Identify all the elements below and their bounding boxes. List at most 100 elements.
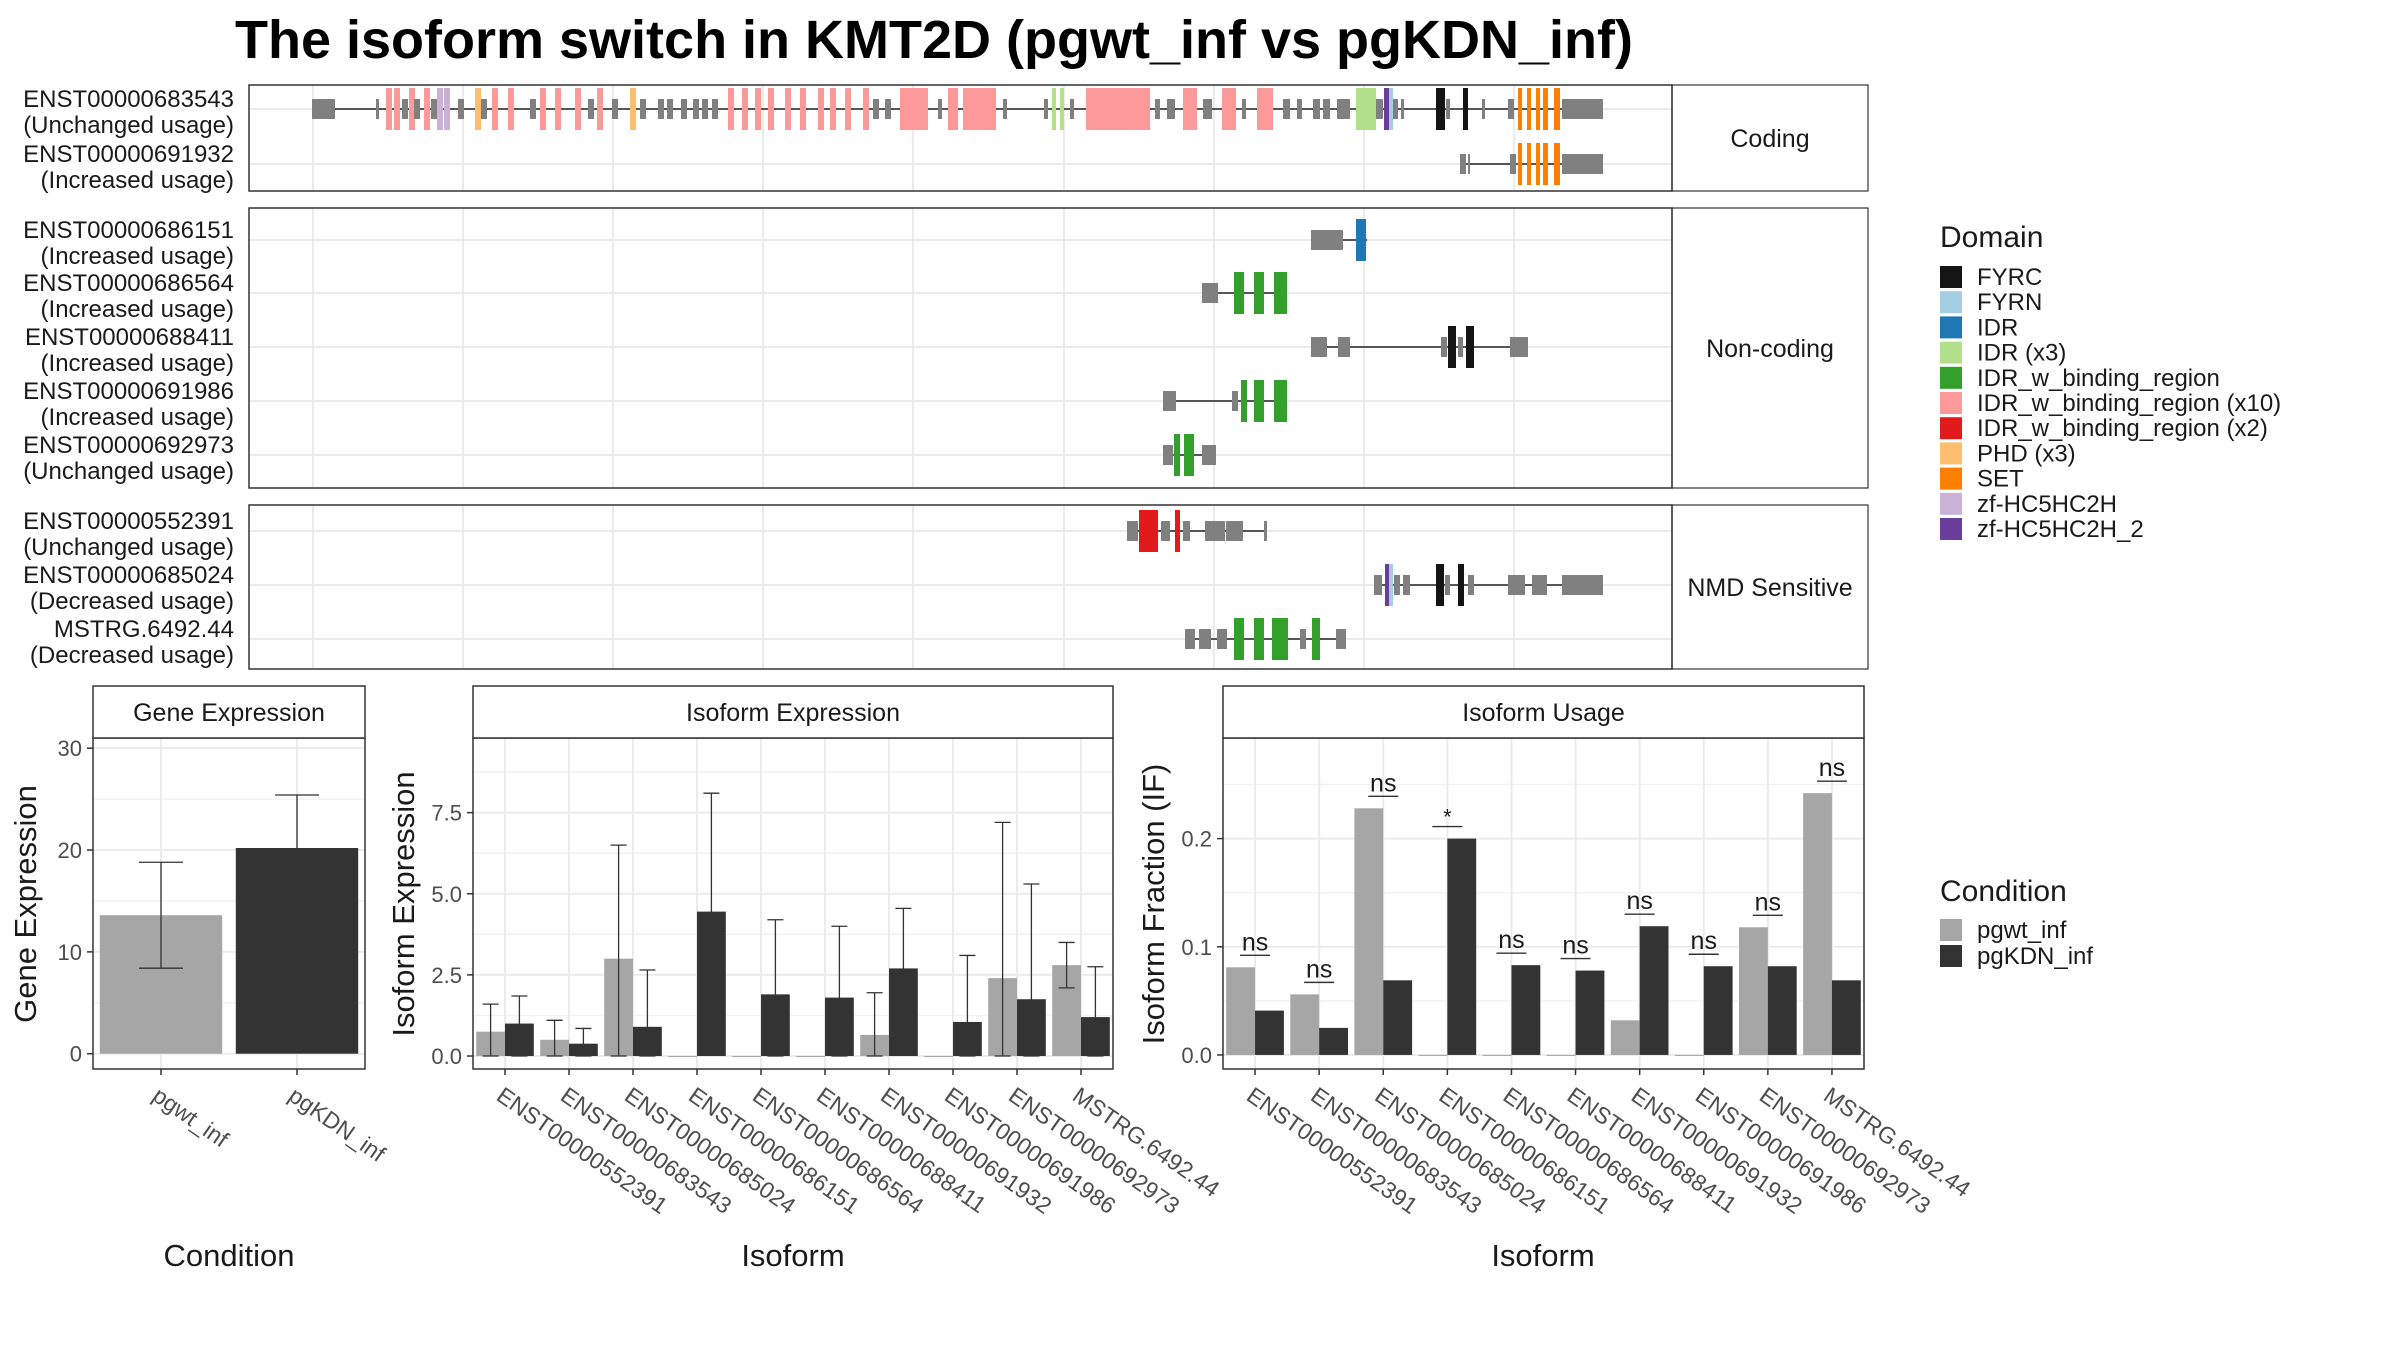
exon-block bbox=[1508, 575, 1525, 595]
panel-strip-label: Non-coding bbox=[1706, 335, 1834, 363]
exon-block bbox=[1460, 154, 1466, 174]
legend-swatch bbox=[1940, 417, 1962, 440]
panel-background bbox=[249, 505, 1672, 669]
exon-block bbox=[530, 99, 536, 119]
domain-block bbox=[630, 88, 636, 130]
chart-title: Isoform Usage bbox=[1462, 699, 1625, 727]
exon-block bbox=[1403, 575, 1410, 595]
legend-swatch bbox=[1940, 266, 1962, 288]
legend-swatch bbox=[1940, 945, 1962, 967]
domain-block bbox=[768, 88, 774, 130]
significance-label: ns bbox=[1370, 769, 1396, 797]
exon-block bbox=[414, 99, 420, 119]
domain-block bbox=[1536, 143, 1540, 185]
domain-block bbox=[1234, 272, 1244, 314]
bar-pgwt_inf bbox=[1546, 1054, 1576, 1056]
exon-block bbox=[1336, 629, 1346, 649]
x-axis-title: Isoform bbox=[741, 1238, 844, 1273]
legend-swatch bbox=[1940, 316, 1962, 339]
exon-block bbox=[1199, 629, 1211, 649]
x-axis-title: Condition bbox=[164, 1238, 295, 1273]
domain-legend-title: Domain bbox=[1940, 221, 2043, 254]
domain-block bbox=[785, 88, 791, 130]
y-tick-label: 10 bbox=[58, 940, 82, 965]
bar-pgwt_inf bbox=[1290, 994, 1320, 1055]
domain-block bbox=[386, 88, 392, 130]
domain-block bbox=[863, 88, 869, 130]
domain-block bbox=[1466, 326, 1474, 368]
chart-gene-expression: 0 10 20 30 Gene Expression pgwt_inf pgKDN_inf C… bbox=[8, 685, 391, 1273]
exon-block bbox=[312, 99, 335, 119]
bar-pgKDN_inf bbox=[1447, 838, 1477, 1055]
chart-strip bbox=[1222, 685, 1865, 739]
structure-panel-nmd-sensitive: NMD Sensitive ENST00000552391(Unchanged u… bbox=[23, 504, 1869, 670]
exon-block bbox=[481, 99, 487, 119]
exon-block bbox=[1283, 99, 1290, 119]
domain-block bbox=[948, 88, 958, 130]
bar-pgKDN_inf bbox=[1639, 926, 1669, 1055]
bar-pgKDN_inf bbox=[1575, 970, 1605, 1055]
bar-pgKDN_inf bbox=[1255, 1010, 1284, 1055]
domain-block bbox=[1448, 326, 1456, 368]
exon-block bbox=[431, 99, 437, 119]
exon-block bbox=[1441, 337, 1447, 357]
domain-legend-item: PHD (x3) bbox=[1977, 440, 2076, 467]
transcript-id-label: ENST00000683543 bbox=[23, 86, 234, 113]
exon-block bbox=[612, 99, 618, 119]
exon-block bbox=[376, 99, 379, 119]
exon-block bbox=[1562, 575, 1603, 595]
transcript-id-label: ENST00000685024 bbox=[23, 562, 234, 589]
domain-block bbox=[1254, 272, 1264, 314]
domain-block bbox=[1254, 618, 1264, 660]
domain-block bbox=[800, 88, 806, 130]
exon-block bbox=[1183, 521, 1190, 541]
domain-block bbox=[963, 88, 996, 130]
panel-strip-label: Coding bbox=[1730, 125, 1809, 153]
exon-block bbox=[873, 99, 879, 119]
bar-pgwt_inf bbox=[1226, 967, 1256, 1055]
expression-charts: 0 10 20 30 Gene Expression pgwt_inf pgKDN_inf C… bbox=[8, 685, 1976, 1273]
transcript-id-label: ENST00000691986 bbox=[23, 378, 234, 405]
exon-block bbox=[1070, 99, 1074, 119]
domain-block bbox=[1518, 143, 1522, 185]
bar-pgKDN_inf bbox=[1831, 980, 1861, 1055]
transcript-row bbox=[1311, 219, 1367, 261]
exon-block bbox=[1394, 575, 1400, 595]
exon-block bbox=[458, 99, 464, 119]
bar-pgKDN_inf bbox=[1383, 980, 1413, 1055]
x-tick-label: pgKDN_inf bbox=[284, 1082, 391, 1167]
exon-block bbox=[1311, 337, 1327, 357]
exon-block bbox=[1297, 99, 1302, 119]
domain-block bbox=[1527, 88, 1531, 130]
exon-block bbox=[1313, 99, 1320, 119]
x-tick-label: pgwt_inf bbox=[148, 1082, 234, 1153]
domain-block bbox=[742, 88, 748, 130]
transcript-id-label: ENST00000688411 bbox=[25, 324, 234, 351]
panel-border bbox=[248, 207, 1673, 489]
domain-block bbox=[575, 88, 581, 130]
condition-legend-item: pgKDN_inf bbox=[1977, 943, 2093, 970]
domain-block bbox=[437, 88, 443, 130]
domain-block bbox=[1060, 88, 1064, 130]
exon-block bbox=[1562, 99, 1603, 119]
exon-block bbox=[1510, 337, 1528, 357]
y-axis-title: Gene Expression bbox=[8, 785, 43, 1023]
exon-block bbox=[1232, 391, 1238, 411]
domain-block bbox=[1183, 88, 1197, 130]
y-tick-label: 2.5 bbox=[431, 963, 462, 988]
transcript-usage-label: (Unchanged usage) bbox=[23, 534, 234, 561]
exon-block bbox=[1161, 521, 1170, 541]
panel-border bbox=[248, 84, 1673, 192]
exon-block bbox=[402, 99, 408, 119]
exon-block bbox=[1167, 99, 1175, 119]
domain-block bbox=[1543, 143, 1548, 185]
domain-block bbox=[1086, 88, 1150, 130]
transcript-usage-label: (Increased usage) bbox=[41, 167, 234, 194]
transcript-usage-label: (Unchanged usage) bbox=[23, 112, 234, 139]
significance-label: ns bbox=[1306, 955, 1332, 983]
bar-pgwt_inf bbox=[1739, 927, 1768, 1055]
domain-block bbox=[1257, 88, 1273, 130]
domain-block bbox=[830, 88, 836, 130]
transcript-id-label: MSTRG.6492.44 bbox=[54, 616, 234, 643]
